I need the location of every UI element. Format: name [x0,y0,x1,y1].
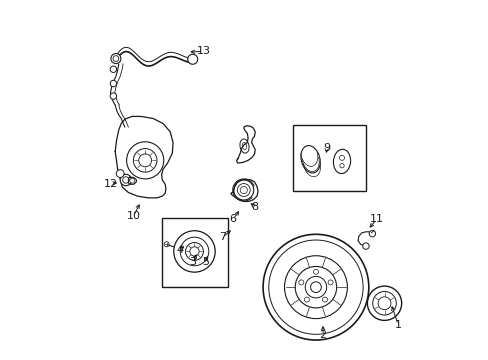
Text: 2: 2 [319,330,326,341]
Text: 12: 12 [103,179,117,189]
Circle shape [368,230,375,237]
Circle shape [189,247,199,256]
Bar [292,125,365,191]
Circle shape [111,54,121,64]
Circle shape [113,56,119,62]
Circle shape [130,178,135,183]
Circle shape [116,170,124,177]
Text: 5: 5 [201,257,208,267]
Circle shape [362,243,368,249]
Text: 7: 7 [219,232,226,242]
Circle shape [339,156,344,160]
Circle shape [187,54,197,64]
Circle shape [310,282,321,293]
Circle shape [120,174,131,186]
Text: 3: 3 [189,257,196,267]
Circle shape [110,93,116,99]
Text: 6: 6 [229,214,236,224]
Circle shape [110,66,116,72]
Text: 4: 4 [176,245,183,255]
Circle shape [164,242,169,247]
Text: 10: 10 [126,211,141,221]
Text: 11: 11 [369,214,383,224]
Bar [162,217,228,287]
Text: 8: 8 [251,202,258,212]
Circle shape [110,80,116,87]
Text: 9: 9 [323,143,329,153]
Circle shape [339,163,344,168]
Text: 1: 1 [394,320,401,330]
Text: 13: 13 [196,46,210,57]
Circle shape [139,154,151,167]
Circle shape [240,186,247,194]
Circle shape [122,177,129,183]
